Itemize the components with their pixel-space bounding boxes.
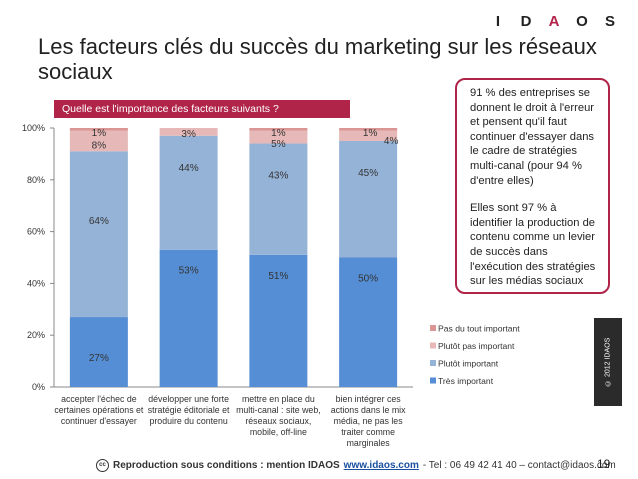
x-category-label: développer une forte bbox=[148, 394, 229, 404]
y-tick-label: 80% bbox=[27, 175, 45, 185]
x-category-label: continuer d'essayer bbox=[61, 416, 137, 426]
data-label: 27% bbox=[89, 353, 109, 364]
creative-commons-icon: cc bbox=[96, 459, 109, 472]
x-category-label: média, ne pas les bbox=[334, 416, 404, 426]
data-label: 51% bbox=[268, 271, 288, 282]
footer: cc Reproduction sous conditions : mentio… bbox=[96, 459, 616, 472]
x-category-label: traiter comme bbox=[341, 427, 395, 437]
bar-segment bbox=[69, 130, 128, 152]
bar-segment bbox=[159, 249, 218, 387]
bar-segment bbox=[69, 151, 128, 318]
data-label: 1% bbox=[271, 128, 286, 139]
footer-contact: - Tel : 06 49 42 41 40 – contact@idaos.c… bbox=[422, 460, 616, 471]
x-category-label: marginales bbox=[347, 438, 391, 448]
bar-segment bbox=[159, 135, 218, 250]
data-label: 5% bbox=[271, 139, 286, 150]
logo-letter: D bbox=[520, 13, 532, 30]
bar-segment bbox=[339, 140, 398, 258]
bar-segment bbox=[159, 128, 218, 136]
y-tick-label: 40% bbox=[27, 278, 45, 288]
x-category-label: bien intégrer ces bbox=[336, 394, 402, 404]
data-label: 45% bbox=[358, 168, 378, 179]
logo-letter: S bbox=[604, 13, 615, 30]
callout-paragraph-1: 91 % des entreprises se donnent le droit… bbox=[470, 87, 595, 187]
x-category-label: mobile, off-line bbox=[250, 427, 307, 437]
legend-swatch bbox=[430, 325, 436, 331]
data-label: 3% bbox=[181, 129, 196, 140]
page-title: Les facteurs clés du succès du marketing… bbox=[38, 34, 597, 84]
legend-label: Pas du tout important bbox=[438, 324, 520, 334]
bar-segment bbox=[69, 317, 128, 387]
data-label: 4% bbox=[384, 136, 399, 147]
legend-label: Très important bbox=[438, 376, 494, 386]
x-category-label: mettre en place du bbox=[242, 394, 315, 404]
x-category-label: actions dans le mix bbox=[331, 405, 406, 415]
data-label: 1% bbox=[92, 128, 107, 139]
x-category-label: multi-canal : site web, bbox=[236, 405, 321, 415]
data-label: 43% bbox=[268, 171, 288, 182]
data-label: 53% bbox=[179, 266, 199, 277]
bar-segment bbox=[69, 128, 128, 131]
bar-segment bbox=[339, 128, 398, 131]
bar-segment bbox=[249, 254, 308, 387]
x-category-label: produire du contenu bbox=[149, 416, 227, 426]
legend-swatch bbox=[430, 342, 436, 349]
bar-segment bbox=[339, 257, 398, 387]
side-copyright: © 2012 IDAOS bbox=[594, 318, 622, 406]
logo-letter: O bbox=[576, 13, 588, 30]
data-label: 44% bbox=[179, 163, 199, 174]
data-label: 1% bbox=[363, 128, 378, 139]
x-category-label: certaines opérations et bbox=[54, 405, 144, 415]
data-label: 50% bbox=[358, 274, 378, 285]
y-tick-label: 0% bbox=[32, 382, 45, 392]
data-label: 64% bbox=[89, 216, 109, 227]
bar-segment bbox=[249, 143, 308, 255]
legend-swatch bbox=[430, 377, 436, 384]
y-tick-label: 100% bbox=[22, 123, 45, 133]
legend-label: Plutôt important bbox=[438, 359, 499, 369]
legend-swatch bbox=[430, 360, 436, 366]
footer-website-link[interactable]: www.idaos.com bbox=[343, 460, 419, 471]
x-category-label: accepter l'échec de bbox=[61, 394, 137, 404]
logo-letter: A bbox=[548, 13, 560, 30]
bar-segment bbox=[249, 128, 308, 131]
x-category-label: stratégie éditoriale et bbox=[148, 405, 230, 415]
bar-segment bbox=[249, 130, 308, 144]
y-tick-label: 20% bbox=[27, 330, 45, 340]
callout-paragraph-2: Elles sont 97 % à identifier la producti… bbox=[470, 202, 596, 288]
x-category-label: réseaux sociaux, bbox=[245, 416, 311, 426]
y-tick-label: 60% bbox=[27, 227, 45, 237]
page-number: 19 bbox=[597, 457, 611, 471]
question-banner: Quelle est l'importance des facteurs sui… bbox=[54, 100, 350, 118]
legend-label: Plutôt pas important bbox=[438, 341, 515, 351]
insight-callout: 91 % des entreprises se donnent le droit… bbox=[455, 78, 610, 294]
footer-notice: Reproduction sous conditions : mention I… bbox=[113, 460, 340, 471]
logo-letter: I bbox=[495, 13, 501, 30]
idaos-logo: I D A O S bbox=[484, 13, 624, 30]
data-label: 8% bbox=[92, 141, 107, 152]
bar-segment bbox=[339, 130, 398, 141]
